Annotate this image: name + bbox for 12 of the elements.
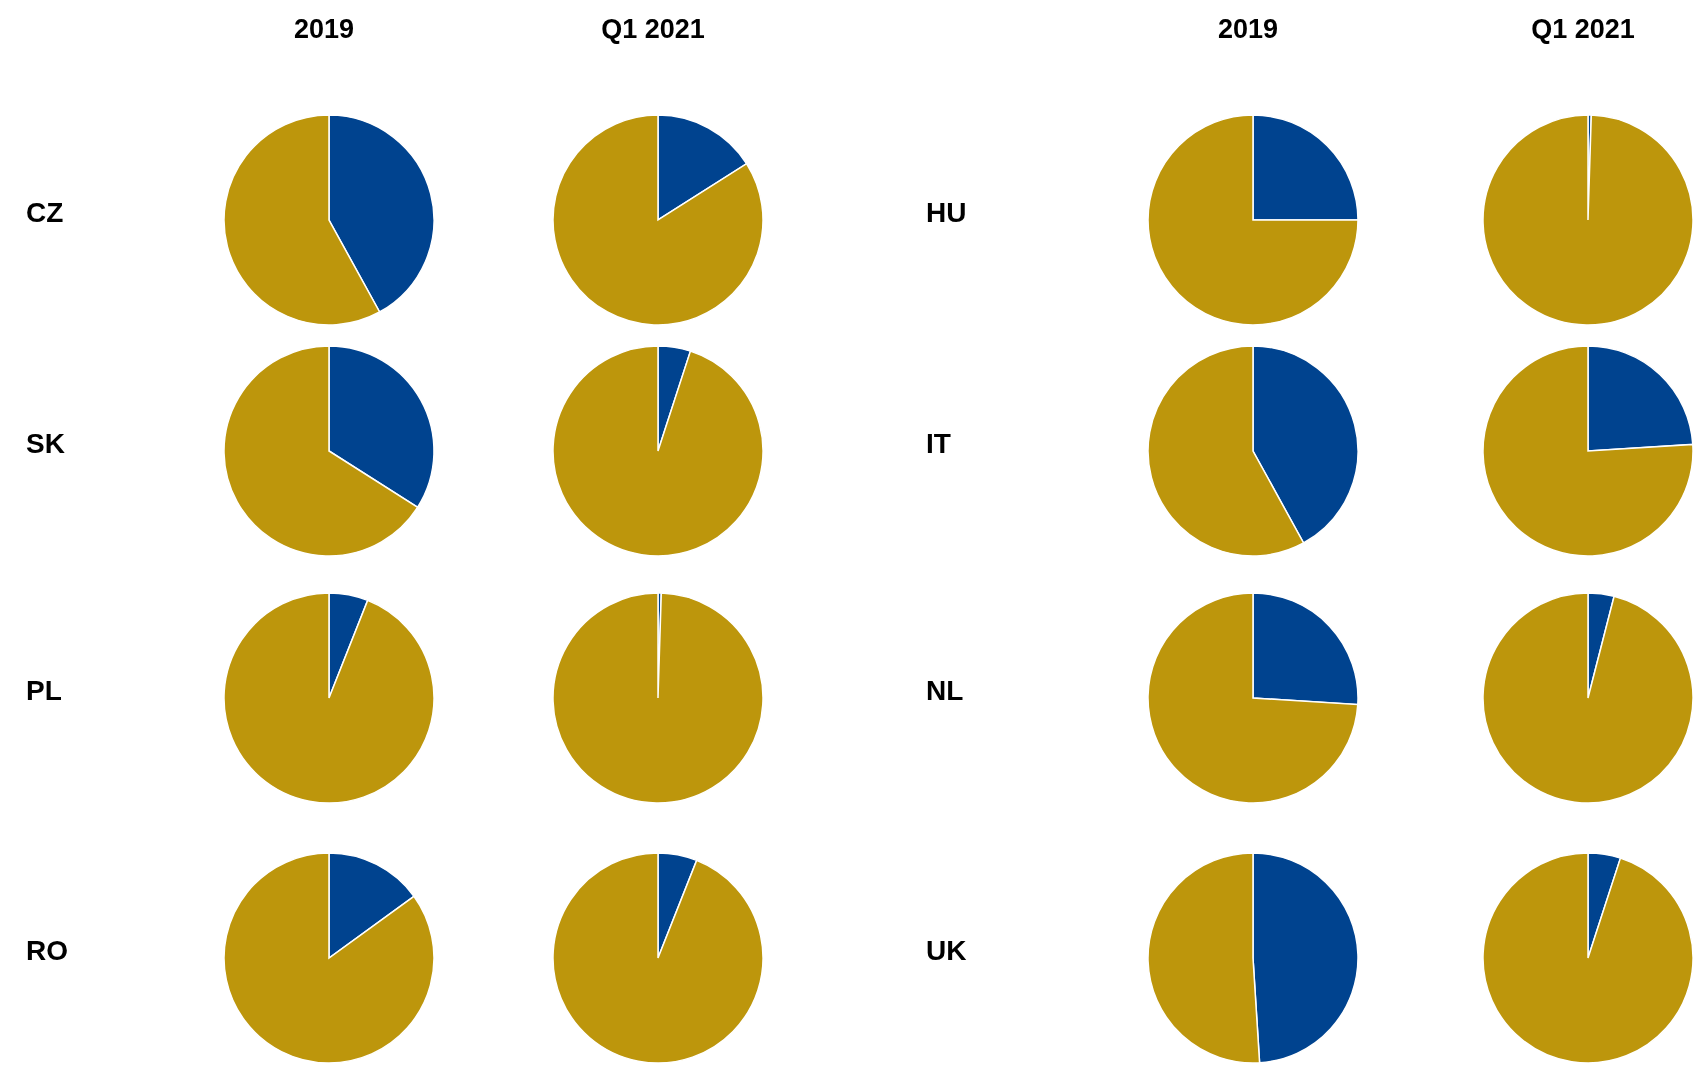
text: IT — [926, 428, 951, 460]
chart-title: Q1 2021 — [600, 14, 706, 45]
text: RO — [26, 935, 68, 967]
chart-title: 2019 — [1216, 14, 1280, 45]
text: HU — [926, 197, 967, 229]
chart-title: 2019 — [292, 14, 356, 45]
text: NL — [926, 675, 964, 707]
text: SK — [26, 428, 65, 460]
text: PL — [26, 675, 62, 707]
text: UK — [926, 935, 967, 967]
chart-title: Q1 2021 — [1530, 14, 1636, 45]
text: CZ — [26, 197, 64, 229]
